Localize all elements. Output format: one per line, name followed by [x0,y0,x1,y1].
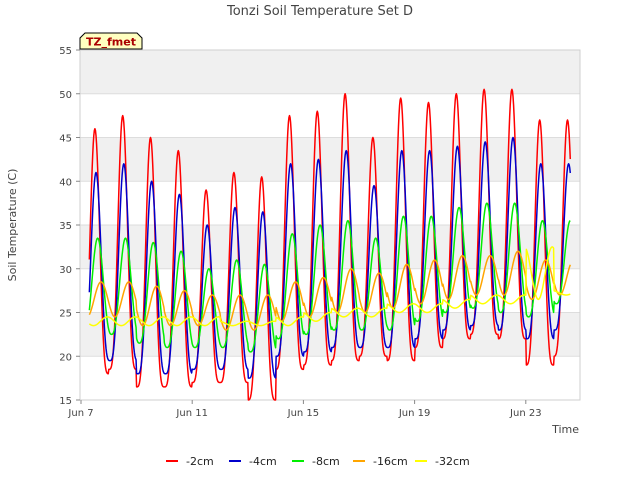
y-tick-label: 20 [59,352,72,363]
y-tick-label: 45 [59,134,72,145]
x-tick-label: Jun 23 [509,408,542,419]
series-line-neg32cm [88,246,571,327]
x-tick-label: Jun 11 [175,408,208,419]
x-axis-ticks: Jun 7 Jun 11 Jun 15 Jun 19 Jun 23 [67,400,542,419]
badge: TZ_fmet [79,32,143,50]
y-tick-label: 15 [59,396,72,407]
badge-label: TZ_fmet [86,36,136,49]
grid-band [80,137,580,182]
x-axis-label: Time [551,423,579,436]
x-tick-label: Jun 15 [287,408,320,419]
x-tick-label: Jun 19 [398,408,431,419]
grid-band [80,50,580,94]
y-tick-label: 30 [59,265,72,276]
legend-label: -4cm [249,455,277,468]
series-lines [88,88,572,401]
y-tick-label: 55 [59,46,72,57]
legend-label: -8cm [312,455,340,468]
legend-label: -32cm [435,455,470,468]
y-tick-label: 25 [59,309,72,320]
y-tick-label: 50 [59,90,72,101]
legend-label: -2cm [186,455,214,468]
y-tick-label: 35 [59,221,72,232]
y-axis-label: Soil Temperature (C) [6,169,19,282]
series-line-neg16cm [88,250,571,331]
x-tick-label: Jun 7 [67,408,93,419]
legend-label: -16cm [373,455,408,468]
y-tick-label: 40 [59,177,72,188]
grid-band [80,225,580,269]
y-axis-ticks: 15 20 25 30 35 40 45 50 55 [59,46,80,407]
legend: -2cm -4cm -8cm -16cm -32cm [166,455,470,468]
series-line-neg8cm [88,202,571,353]
chart-title: Tonzi Soil Temperature Set D [226,4,413,19]
